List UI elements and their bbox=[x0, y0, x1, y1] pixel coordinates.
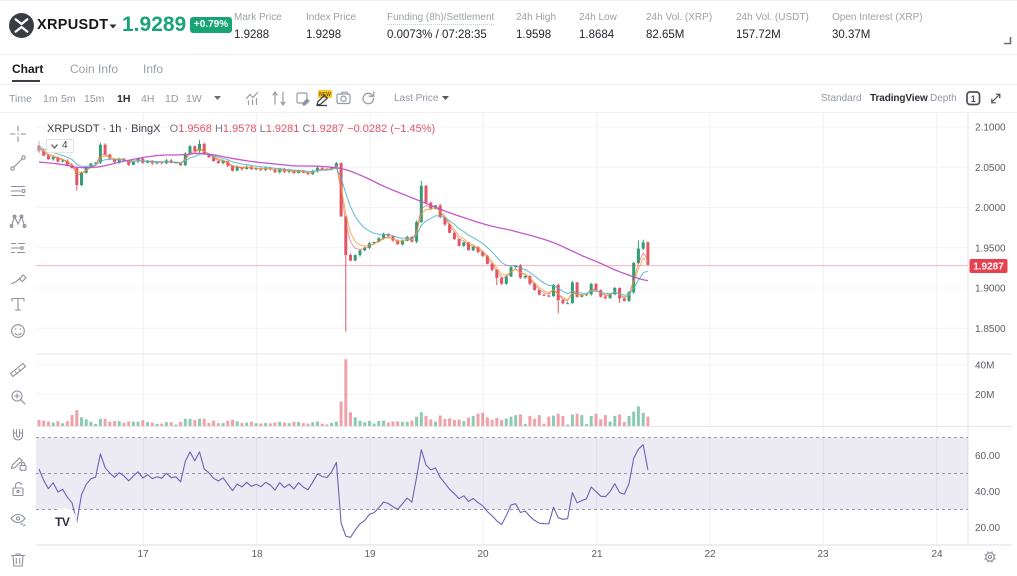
svg-text:2.1000: 2.1000 bbox=[975, 123, 1006, 134]
svg-text:21: 21 bbox=[591, 549, 603, 560]
svg-text:NEW: NEW bbox=[319, 92, 331, 98]
svg-text:40.00: 40.00 bbox=[975, 487, 1000, 498]
svg-text:20.00: 20.00 bbox=[975, 523, 1000, 534]
svg-text:24: 24 bbox=[931, 549, 943, 560]
svg-text:17: 17 bbox=[137, 549, 149, 560]
svg-text:20M: 20M bbox=[975, 390, 994, 401]
svg-text:40M: 40M bbox=[975, 361, 994, 372]
svg-text:1.9500: 1.9500 bbox=[975, 244, 1006, 255]
svg-text:20: 20 bbox=[477, 549, 489, 560]
svg-text:22: 22 bbox=[704, 549, 716, 560]
svg-text:2.0500: 2.0500 bbox=[975, 163, 1006, 174]
svg-text:60.00: 60.00 bbox=[975, 451, 1000, 462]
svg-text:TV: TV bbox=[55, 515, 70, 529]
svg-text:1.9287: 1.9287 bbox=[973, 262, 1004, 273]
svg-text:1.9000: 1.9000 bbox=[975, 284, 1006, 295]
svg-text:18: 18 bbox=[251, 549, 263, 560]
svg-text:23: 23 bbox=[817, 549, 829, 560]
svg-text:2.0000: 2.0000 bbox=[975, 203, 1006, 214]
svg-text:1.8500: 1.8500 bbox=[975, 324, 1006, 335]
svg-text:1: 1 bbox=[971, 94, 976, 104]
svg-text:19: 19 bbox=[364, 549, 376, 560]
